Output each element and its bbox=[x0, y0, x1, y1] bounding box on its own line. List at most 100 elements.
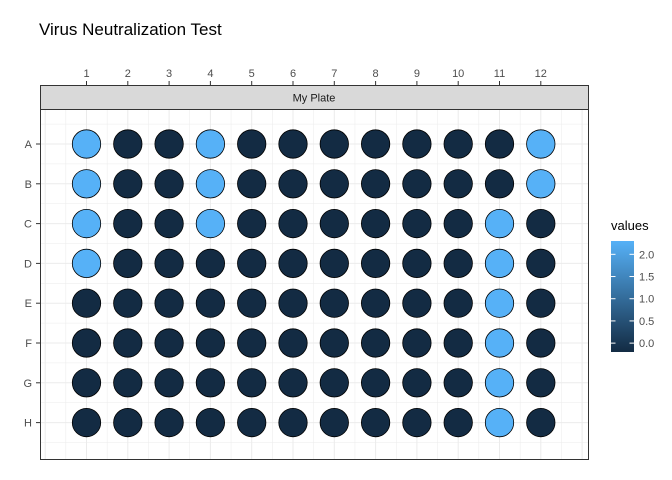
well-D6 bbox=[278, 248, 308, 278]
well-C3 bbox=[154, 209, 184, 239]
column-tick-label: 6 bbox=[290, 68, 296, 80]
legend-tick-label: 0.5 bbox=[639, 316, 654, 328]
well-G7 bbox=[319, 368, 349, 398]
well-A7 bbox=[319, 129, 349, 159]
well-E4 bbox=[195, 288, 225, 318]
well-D7 bbox=[319, 248, 349, 278]
well-G3 bbox=[154, 368, 184, 398]
row-tick-label: D bbox=[24, 258, 32, 270]
well-B11 bbox=[484, 169, 515, 199]
well-B9 bbox=[402, 169, 432, 199]
row-tick-label: G bbox=[23, 378, 32, 390]
well-B7 bbox=[319, 169, 349, 199]
legend-colorbar bbox=[611, 241, 634, 352]
well-E3 bbox=[154, 288, 184, 318]
well-A9 bbox=[402, 129, 432, 159]
well-A1 bbox=[71, 129, 102, 159]
legend-tick-label: 2.0 bbox=[639, 249, 654, 261]
well-H12 bbox=[526, 407, 556, 438]
well-A2 bbox=[113, 129, 143, 159]
well-F7 bbox=[319, 328, 349, 358]
well-A6 bbox=[278, 129, 308, 159]
column-tick-label: 8 bbox=[373, 68, 379, 80]
well-B3 bbox=[154, 169, 184, 199]
well-F4 bbox=[195, 328, 225, 358]
well-H10 bbox=[443, 407, 473, 438]
well-A3 bbox=[154, 129, 184, 159]
well-H1 bbox=[71, 407, 102, 438]
well-F8 bbox=[360, 328, 391, 358]
well-C2 bbox=[113, 209, 143, 239]
well-B10 bbox=[443, 169, 473, 199]
column-tick-label: 9 bbox=[414, 68, 420, 80]
well-F3 bbox=[154, 328, 184, 358]
well-B8 bbox=[360, 169, 391, 199]
well-G1 bbox=[71, 368, 102, 398]
row-tick-label: F bbox=[25, 338, 32, 350]
plot-panel bbox=[40, 109, 589, 460]
well-H2 bbox=[113, 407, 143, 438]
well-D1 bbox=[71, 248, 102, 278]
well-C8 bbox=[360, 209, 391, 239]
well-E6 bbox=[278, 288, 308, 318]
well-D5 bbox=[237, 248, 267, 278]
well-F9 bbox=[402, 328, 432, 358]
well-B6 bbox=[278, 169, 308, 199]
column-tick-label: 12 bbox=[535, 68, 547, 80]
column-tick-label: 7 bbox=[331, 68, 337, 80]
well-G5 bbox=[237, 368, 267, 398]
chart-title: Virus Neutralization Test bbox=[39, 20, 222, 39]
well-C12 bbox=[526, 209, 556, 239]
legend-title: values bbox=[611, 218, 649, 233]
well-H5 bbox=[237, 407, 267, 438]
well-A11 bbox=[484, 129, 515, 159]
well-H8 bbox=[360, 407, 391, 438]
row-tick-label: H bbox=[24, 418, 32, 430]
well-G2 bbox=[113, 368, 143, 398]
row-tick-labels: A B C D E F G H bbox=[23, 139, 41, 430]
well-G10 bbox=[443, 368, 473, 398]
row-tick-label: A bbox=[25, 139, 33, 151]
well-A8 bbox=[360, 129, 391, 159]
well-H9 bbox=[402, 407, 432, 438]
well-G8 bbox=[360, 368, 391, 398]
well-C5 bbox=[237, 209, 267, 239]
well-F11 bbox=[484, 328, 515, 358]
well-C10 bbox=[443, 209, 473, 239]
well-E11 bbox=[484, 288, 515, 318]
well-C7 bbox=[319, 209, 349, 239]
column-tick-label: 1 bbox=[83, 68, 89, 80]
column-tick-label: 4 bbox=[207, 68, 213, 80]
panel-border bbox=[40, 109, 589, 460]
well-E5 bbox=[237, 288, 267, 318]
well-E10 bbox=[443, 288, 473, 318]
well-G6 bbox=[278, 368, 308, 398]
legend-tick-label: 0.0 bbox=[639, 338, 654, 350]
legend-tick-label: 1.5 bbox=[639, 272, 654, 284]
well-C4 bbox=[195, 209, 225, 239]
well-D12 bbox=[526, 248, 556, 278]
well-F10 bbox=[443, 328, 473, 358]
well-D9 bbox=[402, 248, 432, 278]
column-tick-labels: 1 2 3 4 5 6 7 8 9 10 11 12 bbox=[83, 68, 547, 86]
wells bbox=[71, 129, 556, 438]
legend-tick-label: 1.0 bbox=[639, 294, 654, 306]
column-tick-label: 10 bbox=[452, 68, 464, 80]
column-tick-label: 3 bbox=[166, 68, 172, 80]
well-E7 bbox=[319, 288, 349, 318]
well-F6 bbox=[278, 328, 308, 358]
well-E9 bbox=[402, 288, 432, 318]
well-H6 bbox=[278, 407, 308, 438]
well-A10 bbox=[443, 129, 473, 159]
well-F12 bbox=[526, 328, 556, 358]
well-C1 bbox=[71, 209, 102, 239]
well-E8 bbox=[360, 288, 391, 318]
row-tick-label: B bbox=[25, 179, 32, 191]
panel-background bbox=[40, 109, 589, 460]
legend: values 2.0 1.5 1.0 0.5 0.0 bbox=[611, 218, 654, 352]
well-D10 bbox=[443, 248, 473, 278]
column-tick-label: 11 bbox=[494, 68, 505, 80]
well-A4 bbox=[195, 129, 225, 159]
row-tick-label: E bbox=[25, 298, 32, 310]
well-C11 bbox=[484, 209, 515, 239]
